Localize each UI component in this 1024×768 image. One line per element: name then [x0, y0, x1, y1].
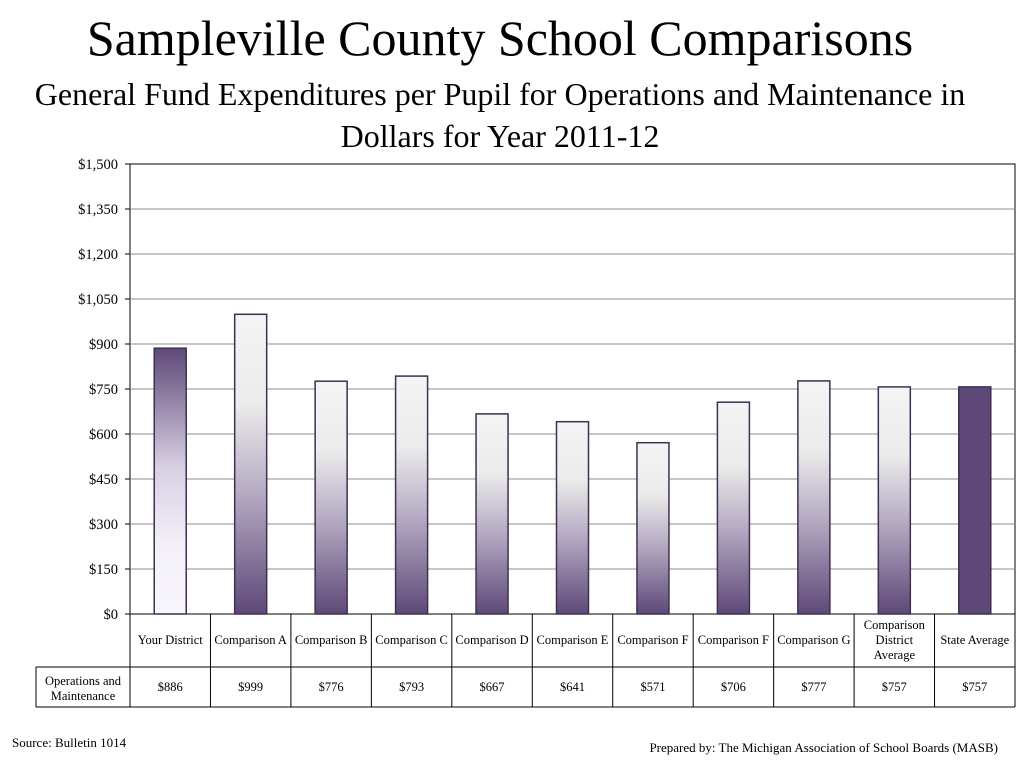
y-tick-label: $450	[89, 472, 118, 488]
bar	[394, 375, 429, 615]
bar	[797, 380, 831, 615]
y-tick-label: $0	[104, 607, 119, 623]
y-tick-label: $1,350	[78, 202, 118, 218]
category-label: Comparison A	[214, 633, 287, 647]
category-label: Comparison District Average	[863, 618, 925, 662]
value-label: $793	[399, 679, 425, 694]
y-tick-label: $150	[89, 562, 118, 578]
y-tick-label: $750	[89, 382, 118, 398]
value-label: $886	[157, 679, 183, 694]
value-label: $571	[640, 679, 666, 694]
chart-title: Sampleville County School Comparisons	[86, 10, 914, 66]
value-label: $706	[720, 679, 746, 694]
category-label: Your District	[137, 633, 203, 647]
y-tick-label: $1,500	[78, 157, 118, 173]
category-label: State Average	[940, 633, 1010, 647]
bar	[555, 420, 590, 615]
bar	[958, 386, 992, 615]
value-label: $776	[318, 679, 344, 694]
y-tick-label: $1,050	[78, 292, 118, 308]
series-label: Operations and Maintenance	[44, 674, 122, 703]
bar	[314, 380, 348, 615]
category-label: Comparison B	[294, 633, 368, 647]
category-label: Comparison F	[617, 633, 689, 647]
y-tick-label: $1,200	[78, 247, 118, 263]
chart-subtitle: General Fund Expenditures per Pupil for …	[34, 76, 966, 154]
prepared-by-note: Prepared by: The Michigan Association of…	[649, 740, 998, 755]
bar	[716, 401, 751, 615]
category-label: Comparison D	[455, 633, 529, 647]
value-label: $641	[559, 679, 585, 694]
bar	[475, 413, 509, 615]
source-note: Source: Bulletin 1014	[12, 735, 127, 750]
value-label: $757	[962, 679, 988, 694]
y-tick-label: $600	[89, 427, 118, 443]
value-label: $757	[881, 679, 907, 694]
bar	[877, 386, 912, 615]
value-label: $999	[238, 679, 264, 694]
bar	[153, 347, 187, 615]
value-label: $667	[479, 679, 505, 694]
category-label: Comparison G	[777, 633, 851, 647]
category-label: Comparison C	[375, 633, 448, 647]
y-tick-label: $900	[89, 337, 118, 353]
bar	[636, 441, 670, 615]
category-label: Comparison E	[536, 633, 609, 647]
bar	[233, 313, 268, 615]
y-tick-label: $300	[89, 517, 118, 533]
value-label: $777	[801, 679, 827, 694]
category-label: Comparison F	[697, 633, 769, 647]
